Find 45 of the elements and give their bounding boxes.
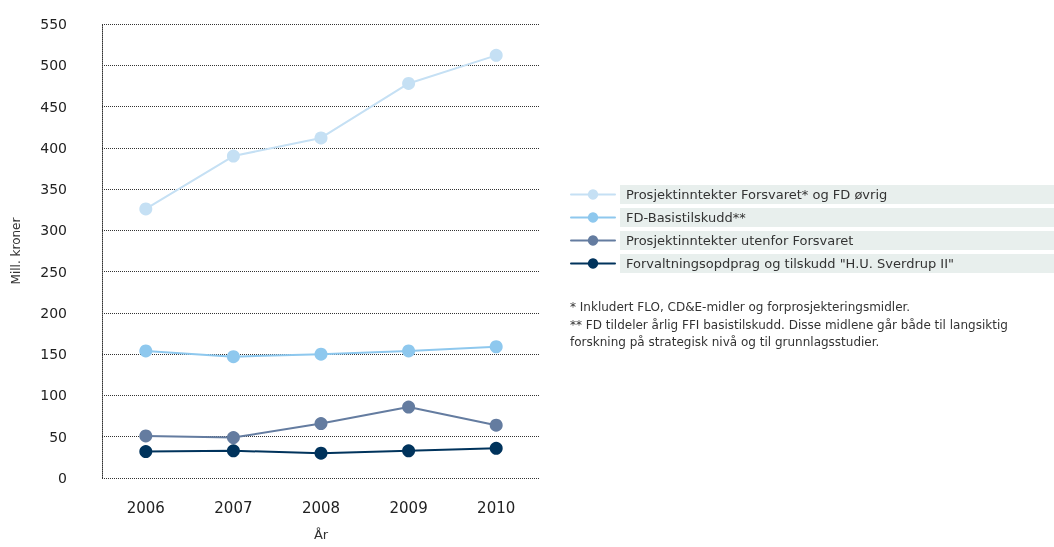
- point: [139, 344, 153, 358]
- y-tick-label: 300: [40, 222, 67, 239]
- x-tick-label: 2010: [477, 498, 516, 517]
- point: [489, 418, 503, 432]
- point: [314, 446, 328, 460]
- point: [139, 202, 153, 216]
- point: [314, 347, 328, 361]
- x-tick-label: 2008: [301, 498, 341, 517]
- point: [226, 444, 240, 458]
- y-tick-label: 0: [58, 470, 67, 486]
- point: [402, 76, 416, 90]
- y-tick-label: 350: [40, 181, 67, 198]
- point: [489, 340, 503, 354]
- point: [314, 131, 328, 145]
- point: [402, 400, 416, 414]
- x-tick-label: 2009: [389, 498, 428, 517]
- point: [489, 48, 503, 62]
- point: [139, 445, 153, 459]
- y-tick-label: 100: [40, 387, 67, 404]
- y-tick-label: 550: [40, 16, 67, 32]
- y-tick-label: 250: [40, 263, 67, 280]
- y-tick-label: 500: [40, 57, 67, 74]
- point: [226, 350, 240, 364]
- point: [314, 417, 328, 431]
- text: * Inkludert FLO, CD&E-midler og forprosjekteringsmidler.: [570, 299, 911, 314]
- x-tick-label: 2007: [214, 498, 253, 517]
- y-tick-label: 150: [40, 346, 67, 363]
- y-tick-label: 450: [40, 98, 67, 115]
- point: [402, 344, 416, 358]
- y-tick-label: 50: [49, 428, 67, 445]
- y-axis-title: Mill. kroner: [9, 217, 23, 285]
- legend-label: Prosjektinntekter utenfor Forsvaret: [626, 233, 854, 248]
- legend-label: FD-Basistilskudd**: [626, 210, 747, 225]
- legend-label: Forvaltningsopdprag og tilskudd "H.U. Sverdrup II": [626, 256, 955, 271]
- text: ** FD tildeler årlig FFI basistilskudd. Disse midlene går både til langsiktig forskning på strategisk nivå og til grunnlagsstudier.: [570, 317, 1012, 349]
- point: [226, 149, 240, 163]
- point: [226, 431, 240, 445]
- point: [402, 444, 416, 458]
- x-tick-label: 2006: [126, 498, 165, 517]
- legend-label: Prosjektinntekter Forsvaret* og FD øvrig: [626, 187, 888, 202]
- y-tick-label: 400: [40, 139, 67, 156]
- point: [489, 441, 503, 455]
- point: [139, 429, 153, 443]
- x-axis-title: År: [313, 527, 329, 542]
- y-tick-label: 200: [40, 304, 67, 321]
